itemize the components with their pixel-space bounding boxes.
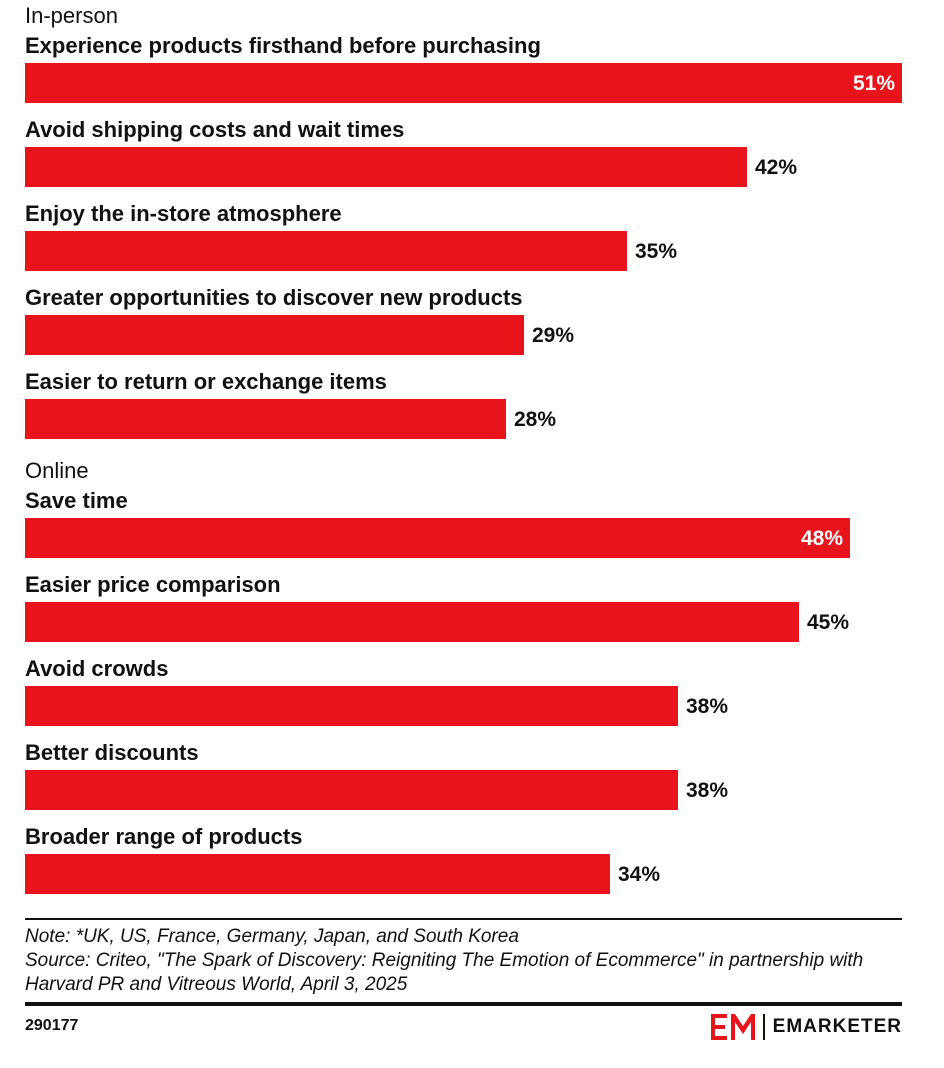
- value-label: 28%: [514, 408, 556, 431]
- value-label: 51%: [853, 72, 895, 95]
- bar-avoid-crowds: [25, 686, 678, 726]
- value-label: 29%: [532, 324, 574, 347]
- bar-greater-opportunities-to-discover-new-products: [25, 315, 524, 355]
- category-label: Avoid shipping costs and wait times: [25, 117, 404, 142]
- bar-save-time: [25, 518, 850, 558]
- bar-enjoy-the-in-store-atmosphere: [25, 231, 627, 271]
- note-text: Note: *UK, US, France, Germany, Japan, a…: [25, 926, 519, 947]
- bar-easier-to-return-or-exchange-items: [25, 399, 506, 439]
- category-label: Broader range of products: [25, 824, 302, 849]
- footer-notes: Note: *UK, US, France, Germany, Japan, a…: [25, 925, 902, 997]
- source-text: Source: Criteo, "The Spark of Discovery:…: [25, 950, 864, 995]
- section-label-in-person: In-person: [25, 3, 118, 28]
- category-label: Save time: [25, 488, 128, 513]
- value-label: 34%: [618, 863, 660, 886]
- footer-top-rule: [25, 918, 902, 920]
- emarketer-logo-icon: [710, 1014, 755, 1040]
- chart-id: 290177: [25, 1017, 79, 1034]
- category-label: Avoid crowds: [25, 656, 168, 681]
- value-label: 38%: [686, 779, 728, 802]
- category-label: Greater opportunities to discover new pr…: [25, 285, 523, 310]
- category-label: Enjoy the in-store atmosphere: [25, 201, 342, 226]
- footer-bottom-rule: [25, 1002, 902, 1006]
- value-label: 38%: [686, 695, 728, 718]
- section-label-online: Online: [25, 458, 89, 483]
- bar-better-discounts: [25, 770, 678, 810]
- value-label: 35%: [635, 240, 677, 263]
- category-label: Easier to return or exchange items: [25, 369, 387, 394]
- category-label: Easier price comparison: [25, 572, 281, 597]
- bar-chart: In-person Experience products firsthand b…: [25, 3, 902, 894]
- brand-name: EMARKETER: [772, 1016, 902, 1037]
- bar-easier-price-comparison: [25, 602, 799, 642]
- value-label: 48%: [801, 527, 843, 550]
- category-label: Better discounts: [25, 740, 199, 765]
- bar-broader-range-of-products: [25, 854, 610, 894]
- brand: EMARKETER: [710, 1012, 902, 1042]
- bar-avoid-shipping-costs-and-wait-times: [25, 147, 747, 187]
- brand-divider: [762, 1014, 765, 1040]
- bar-experience-products-firsthand-before-purchasing: [25, 63, 902, 103]
- category-label: Experience products firsthand before pur…: [25, 33, 541, 58]
- value-label: 42%: [755, 156, 797, 179]
- value-label: 45%: [807, 611, 849, 634]
